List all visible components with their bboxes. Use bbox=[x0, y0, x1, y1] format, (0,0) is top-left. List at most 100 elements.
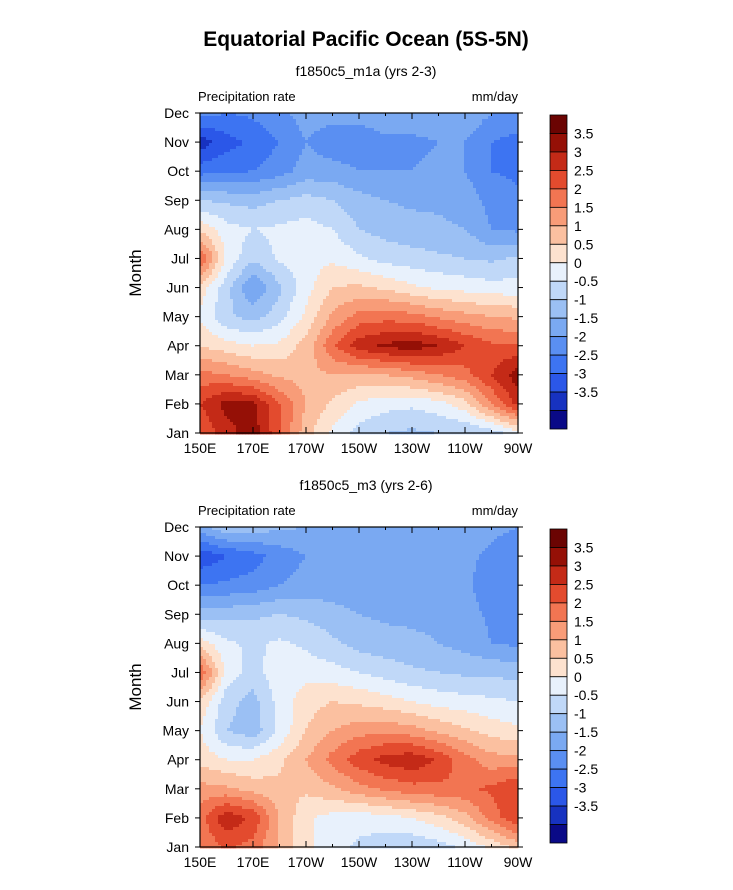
field-cell bbox=[299, 152, 303, 156]
field-cell bbox=[203, 188, 207, 192]
field-cell bbox=[245, 188, 249, 192]
field-cell bbox=[209, 206, 213, 210]
field-cell bbox=[212, 386, 216, 390]
field-cell bbox=[233, 155, 237, 159]
field-cell bbox=[287, 224, 291, 228]
field-cell bbox=[305, 416, 309, 420]
field-cell bbox=[233, 146, 237, 150]
field-cell bbox=[329, 407, 333, 411]
field-cell bbox=[245, 242, 249, 246]
field-cell bbox=[335, 116, 339, 120]
field-cell bbox=[302, 167, 306, 171]
field-cell bbox=[281, 317, 285, 321]
field-cell bbox=[209, 284, 213, 288]
field-cell bbox=[242, 281, 246, 285]
field-cell bbox=[260, 239, 264, 243]
field-cell bbox=[215, 305, 219, 309]
field-cell bbox=[308, 137, 312, 141]
field-cell bbox=[311, 251, 315, 255]
field-cell bbox=[233, 188, 237, 192]
field-cell bbox=[263, 284, 267, 288]
field-cell bbox=[203, 311, 207, 315]
field-cell bbox=[257, 389, 261, 393]
field-cell bbox=[230, 404, 234, 408]
field-cell bbox=[302, 179, 306, 183]
field-cell bbox=[203, 287, 207, 291]
field-cell bbox=[332, 254, 336, 258]
field-cell bbox=[281, 176, 285, 180]
field-cell bbox=[245, 401, 249, 405]
field-cell bbox=[332, 266, 336, 270]
field-cell bbox=[242, 149, 246, 153]
field-cell bbox=[212, 230, 216, 234]
field-cell bbox=[275, 149, 279, 153]
field-cell bbox=[326, 260, 330, 264]
field-cell bbox=[311, 302, 315, 306]
field-cell bbox=[212, 293, 216, 297]
field-cell bbox=[296, 395, 300, 399]
field-cell bbox=[248, 209, 252, 213]
field-cell bbox=[308, 332, 312, 336]
field-cell bbox=[293, 200, 297, 204]
field-cell bbox=[323, 419, 327, 423]
field-cell bbox=[215, 350, 219, 354]
field-cell bbox=[206, 338, 210, 342]
field-cell bbox=[317, 227, 321, 231]
field-cell bbox=[224, 131, 228, 135]
field-cell bbox=[314, 272, 318, 276]
field-cell bbox=[329, 254, 333, 258]
field-cell bbox=[269, 146, 273, 150]
field-cell bbox=[296, 116, 300, 120]
field-cell bbox=[224, 425, 228, 429]
field-cell bbox=[254, 269, 258, 273]
field-cell bbox=[311, 365, 315, 369]
field-cell bbox=[200, 323, 204, 327]
field-cell bbox=[329, 410, 333, 414]
field-cell bbox=[245, 218, 249, 222]
field-cell bbox=[263, 245, 267, 249]
field-cell bbox=[260, 206, 264, 210]
field-cell bbox=[275, 386, 279, 390]
field-cell bbox=[296, 371, 300, 375]
field-cell bbox=[308, 173, 312, 177]
field-cell bbox=[245, 377, 249, 381]
field-cell bbox=[263, 125, 267, 129]
field-cell bbox=[332, 170, 336, 174]
field-cell bbox=[323, 350, 327, 354]
field-cell bbox=[206, 344, 210, 348]
field-cell bbox=[284, 395, 288, 399]
field-cell bbox=[257, 359, 261, 363]
field-cell bbox=[269, 272, 273, 276]
field-cell bbox=[263, 335, 267, 339]
field-cell bbox=[296, 185, 300, 189]
field-cell bbox=[305, 389, 309, 393]
field-cell bbox=[239, 167, 243, 171]
field-cell bbox=[257, 197, 261, 201]
field-cell bbox=[209, 281, 213, 285]
field-cell bbox=[317, 164, 321, 168]
field-cell bbox=[251, 155, 255, 159]
field-cell bbox=[218, 308, 222, 312]
field-cell bbox=[320, 242, 324, 246]
field-cell bbox=[224, 197, 228, 201]
field-cell bbox=[230, 191, 234, 195]
field-cell bbox=[302, 245, 306, 249]
field-cell bbox=[266, 278, 270, 282]
field-cell bbox=[251, 233, 255, 237]
field-cell bbox=[206, 185, 210, 189]
field-cell bbox=[311, 344, 315, 348]
field-cell bbox=[302, 218, 306, 222]
field-cell bbox=[248, 335, 252, 339]
field-cell bbox=[290, 269, 294, 273]
field-cell bbox=[284, 113, 288, 117]
field-cell bbox=[215, 272, 219, 276]
field-cell bbox=[239, 233, 243, 237]
field-cell bbox=[287, 287, 291, 291]
field-cell bbox=[311, 419, 315, 423]
field-cell bbox=[296, 296, 300, 300]
field-cell bbox=[293, 122, 297, 126]
field-cell bbox=[272, 224, 276, 228]
field-cell bbox=[260, 350, 264, 354]
field-cell bbox=[221, 125, 225, 129]
field-cell bbox=[278, 248, 282, 252]
